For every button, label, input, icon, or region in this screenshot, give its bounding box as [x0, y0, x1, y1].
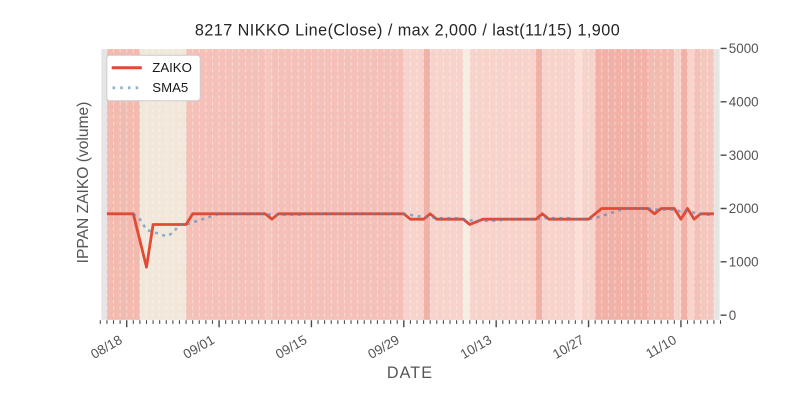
- svg-text:3000: 3000: [729, 148, 759, 163]
- svg-text:5000: 5000: [729, 41, 759, 56]
- svg-text:8217 NIKKO Line(Close) / max 2: 8217 NIKKO Line(Close) / max 2,000 / las…: [195, 21, 620, 39]
- svg-text:IPPAN ZAIKO (volume): IPPAN ZAIKO (volume): [75, 102, 92, 264]
- svg-text:DATE: DATE: [387, 364, 433, 382]
- svg-text:SMA5: SMA5: [152, 80, 188, 95]
- svg-text:ZAIKO: ZAIKO: [152, 60, 192, 75]
- svg-text:2000: 2000: [729, 201, 759, 216]
- svg-text:1000: 1000: [729, 255, 759, 270]
- svg-text:4000: 4000: [729, 95, 759, 110]
- svg-text:0: 0: [729, 308, 736, 323]
